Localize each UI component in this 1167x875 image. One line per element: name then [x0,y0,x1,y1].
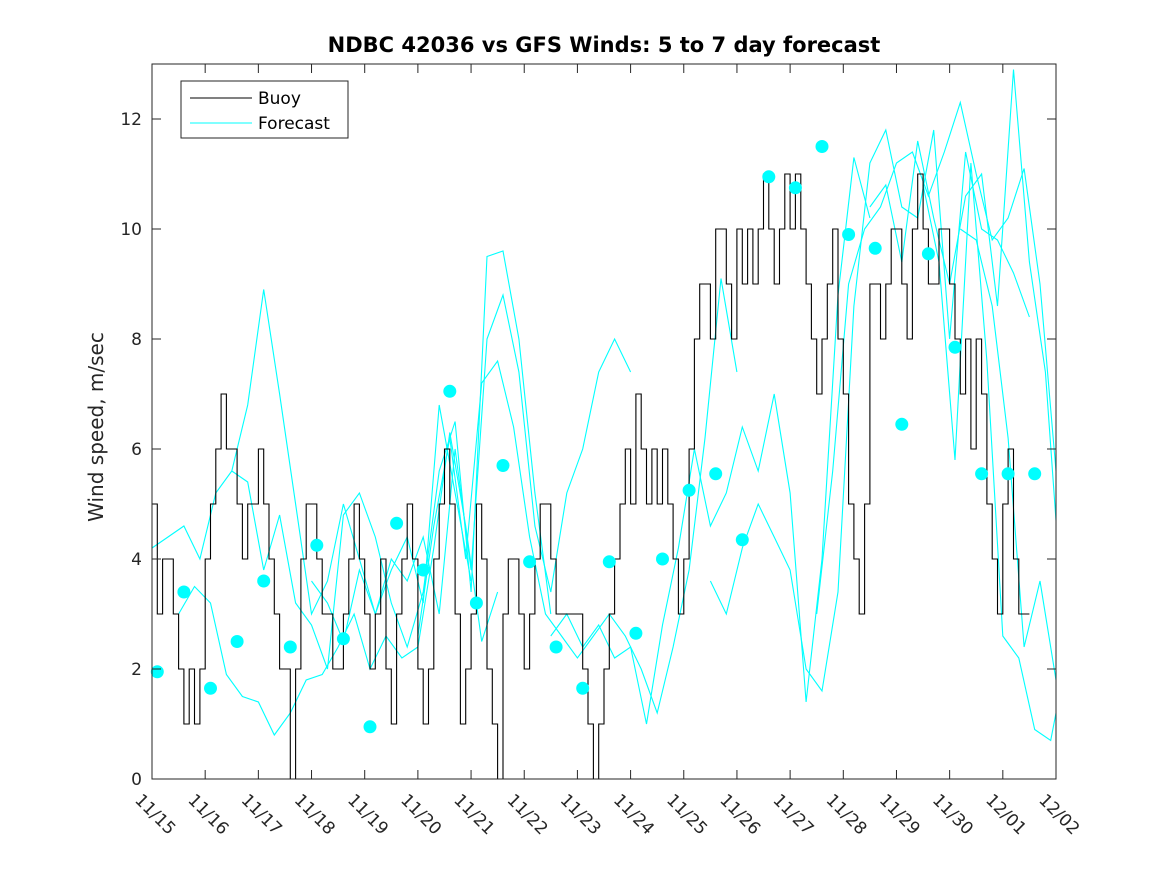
forecast-marker [656,552,669,566]
forecast-marker [257,574,271,588]
forecast-marker [842,228,856,241]
forecast-series-line-6 [550,157,871,725]
buoy-series-line [152,173,1030,780]
forecast-marker [576,681,590,695]
y-tick-label: 2 [131,660,142,680]
forecast-marker [496,459,510,472]
forecast-series-line-11 [959,228,1057,681]
y-tick-label: 12 [120,110,142,130]
chart-title: NDBC 42036 vs GFS Winds: 5 to 7 day fore… [328,33,881,57]
y-tick-label: 6 [131,440,142,460]
forecast-series-line-7 [709,128,1030,693]
forecast-marker [336,632,350,646]
forecast-marker [788,181,802,195]
forecast-marker [709,467,723,481]
forecast-marker [310,538,324,552]
legend-box [180,80,349,139]
forecast-series-line-8 [816,100,1057,615]
forecast-series-line-3 [231,250,552,670]
legend-forecast-label: Forecast [258,114,330,134]
y-tick-label: 4 [131,550,142,570]
forecast-marker [523,555,537,569]
forecast-marker [895,417,909,431]
legend-buoy-label: Buoy [258,89,301,109]
forecast-marker [868,241,882,255]
forecast-marker [948,340,962,354]
forecast-marker [921,247,935,261]
forecast-marker [682,483,696,497]
forecast-marker [549,640,563,654]
forecast-marker [390,516,404,530]
forecast-marker [469,596,483,610]
forecast-marker [416,563,430,577]
forecast-marker [1028,467,1042,481]
forecast-marker [735,533,749,547]
forecast-marker [975,467,989,481]
forecast-marker [815,140,829,153]
forecast-marker [150,665,164,679]
y-tick-label: 10 [120,220,142,240]
forecast-marker [443,384,457,398]
y-tick-label: 0 [131,770,142,790]
forecast-marker [602,555,616,569]
forecast-marker [629,626,643,640]
forecast-marker [230,635,244,648]
forecast-marker [363,720,377,734]
forecast-series-line-10 [922,162,1057,742]
axes-frame [151,63,1057,780]
y-axis-label: Wind speed, m/sec [84,332,108,522]
y-tick-label: 8 [131,330,142,350]
forecast-marker [1001,467,1015,481]
forecast-marker [204,681,217,695]
forecast-marker [283,640,297,654]
forecast-marker [177,585,191,599]
forecast-marker [762,170,776,184]
legend: Buoy Forecast [180,80,349,139]
